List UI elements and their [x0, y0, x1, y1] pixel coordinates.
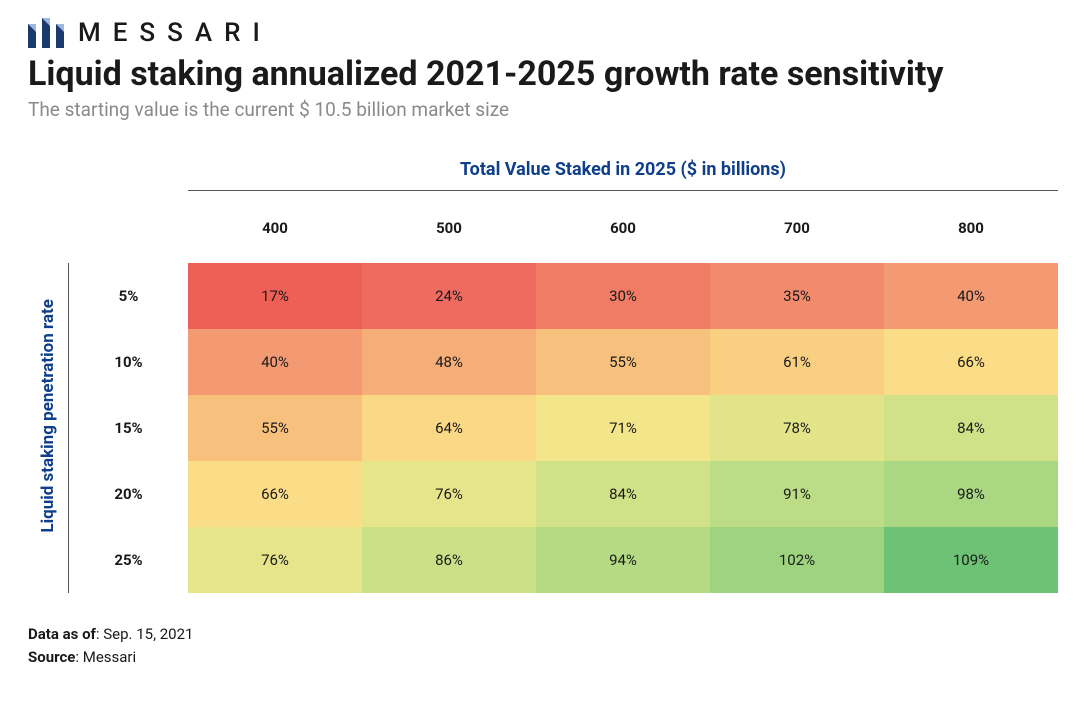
heatmap-cell: 71%	[536, 395, 710, 461]
messari-logo-icon	[28, 18, 64, 48]
heatmap-cell: 30%	[536, 263, 710, 329]
page-subtitle: The starting value is the current $ 10.5…	[28, 98, 1058, 121]
brand-logo: MESSARI	[28, 18, 1058, 48]
heatmap-cell: 84%	[884, 395, 1058, 461]
heatmap-chart: Liquid staking penetration rate Total Va…	[28, 159, 1058, 593]
column-header: 800	[884, 191, 1058, 263]
footer-source: Source: Messari	[28, 646, 1058, 669]
heatmap-cell: 66%	[884, 329, 1058, 395]
heatmap-cell: 66%	[188, 461, 362, 527]
data-as-of-label: Data as of	[28, 625, 96, 643]
heatmap-cell: 24%	[362, 263, 536, 329]
page-title: Liquid staking annualized 2021-2025 grow…	[28, 54, 1058, 94]
heatmap-cell: 48%	[362, 329, 536, 395]
x-axis-title: Total Value Staked in 2025 ($ in billion…	[68, 159, 1058, 180]
heatmap-cell: 17%	[188, 263, 362, 329]
heatmap-cell: 86%	[362, 527, 536, 593]
heatmap-cell: 35%	[710, 263, 884, 329]
column-header: 500	[362, 191, 536, 263]
y-axis-title: Liquid staking penetration rate	[38, 299, 58, 533]
heatmap-cell: 55%	[536, 329, 710, 395]
heatmap-cell: 64%	[362, 395, 536, 461]
heatmap-cell: 109%	[884, 527, 1058, 593]
row-header: 5%	[69, 287, 188, 305]
row-header-wrap: 15%	[68, 395, 188, 461]
column-header: 700	[710, 191, 884, 263]
heatmap-cell: 61%	[710, 329, 884, 395]
heatmap-cell: 76%	[188, 527, 362, 593]
row-header: 20%	[69, 485, 188, 503]
heatmap-cell: 84%	[536, 461, 710, 527]
heatmap-cell: 40%	[884, 263, 1058, 329]
y-axis-title-wrap: Liquid staking penetration rate	[28, 159, 68, 593]
row-header: 15%	[69, 419, 188, 437]
heatmap-cell: 102%	[710, 527, 884, 593]
source-value: : Messari	[75, 648, 136, 666]
heatmap-cell: 76%	[362, 461, 536, 527]
row-header-wrap: 25%	[68, 527, 188, 593]
data-as-of-value: : Sep. 15, 2021	[96, 625, 194, 643]
source-label: Source	[28, 648, 75, 666]
row-header-wrap: 5%	[68, 263, 188, 329]
heatmap-cell: 98%	[884, 461, 1058, 527]
heatmap-grid: 4005006007008005%17%24%30%35%40%10%40%48…	[68, 191, 1058, 593]
heatmap-cell: 78%	[710, 395, 884, 461]
column-header: 400	[188, 191, 362, 263]
row-header-wrap: 10%	[68, 329, 188, 395]
footer-data-as-of: Data as of: Sep. 15, 2021	[28, 623, 1058, 646]
brand-name: MESSARI	[78, 18, 272, 48]
heatmap-cell: 40%	[188, 329, 362, 395]
footer: Data as of: Sep. 15, 2021 Source: Messar…	[28, 623, 1058, 668]
row-header: 10%	[69, 353, 188, 371]
heatmap-cell: 55%	[188, 395, 362, 461]
row-header-wrap: 20%	[68, 461, 188, 527]
row-header: 25%	[69, 551, 188, 569]
heatmap-cell: 94%	[536, 527, 710, 593]
heatmap-cell: 91%	[710, 461, 884, 527]
column-header: 600	[536, 191, 710, 263]
